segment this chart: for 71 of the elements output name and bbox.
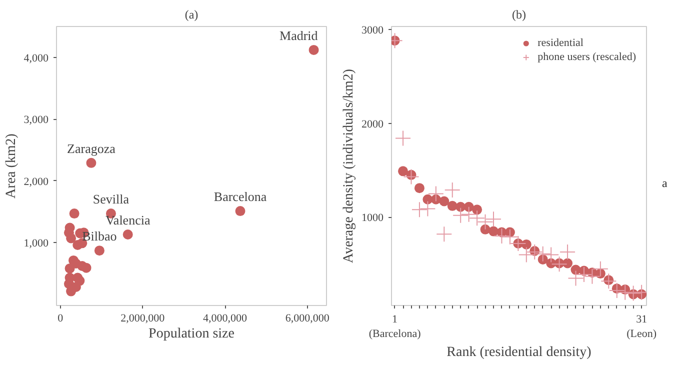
- y-tick-label: 1,000: [24, 238, 49, 250]
- y-tick-label: 2,000: [24, 176, 49, 188]
- y-tick-label: 1000: [362, 212, 384, 224]
- point: [576, 266, 592, 282]
- point: [398, 166, 408, 176]
- annotation: Zaragoza: [67, 140, 116, 156]
- x-tick-label: 31 (Leon): [626, 314, 657, 340]
- point: [66, 233, 76, 244]
- y-axis-title: Average density (individuals/km2): [342, 68, 356, 264]
- point: [551, 256, 568, 272]
- text: a: [662, 175, 668, 192]
- point: [447, 200, 458, 211]
- point: [403, 168, 420, 185]
- point: [560, 244, 576, 260]
- y-axis-title: Area (km2): [4, 133, 19, 198]
- point: [69, 208, 80, 219]
- point: [395, 130, 412, 146]
- point: [420, 200, 436, 217]
- legend-label: phone users (rescaled): [538, 51, 636, 63]
- point: [460, 206, 477, 222]
- point: [411, 202, 428, 218]
- y-tick-label: 2000: [362, 118, 384, 130]
- point: [122, 230, 133, 240]
- point: [568, 270, 584, 286]
- point: [625, 285, 642, 302]
- y-tick-label: 3000: [362, 24, 384, 36]
- point: [562, 258, 573, 268]
- point: [308, 44, 319, 55]
- point: [452, 207, 469, 224]
- point: [444, 182, 460, 198]
- point: [526, 244, 543, 260]
- point: [617, 284, 634, 300]
- y-tick-label: 4,000: [24, 52, 49, 64]
- chart-title: (b): [512, 8, 526, 22]
- point: [534, 246, 551, 262]
- annotation: Barcelona: [214, 189, 267, 204]
- point: [518, 246, 534, 263]
- point: [469, 210, 486, 226]
- x-tick-label: 6,000,000: [285, 312, 330, 324]
- y-tick-label: 3,000: [24, 114, 49, 126]
- point: [510, 236, 526, 252]
- point: [472, 204, 482, 215]
- point: [86, 158, 96, 168]
- point: [477, 214, 494, 230]
- x-axis-title: Population size: [148, 326, 234, 342]
- annotation: Sevilla: [92, 192, 130, 207]
- x-tick-label: 4,000,000: [203, 312, 248, 324]
- point: [608, 282, 625, 298]
- point: [543, 246, 560, 263]
- point: [600, 273, 617, 290]
- point: [521, 239, 532, 250]
- annotation: Madrid: [280, 28, 318, 43]
- point: [235, 206, 246, 216]
- point: [428, 186, 444, 202]
- x-tick-label: 0: [58, 312, 64, 324]
- point: [486, 211, 502, 228]
- annotation: Valencia: [105, 212, 150, 228]
- x-tick-label: 1 (Barcelona): [368, 314, 422, 340]
- point: [439, 196, 450, 206]
- chart-title: (a): [184, 8, 198, 22]
- point: [64, 263, 75, 274]
- point: [414, 183, 424, 194]
- annotation: Bilbao: [82, 228, 117, 244]
- point: [81, 262, 92, 273]
- x-axis-title: Rank (residential density): [446, 344, 592, 360]
- point: [436, 226, 452, 242]
- x-tick-label: 2,000,000: [120, 312, 166, 324]
- point: [502, 228, 518, 245]
- point: [94, 246, 104, 256]
- point: [494, 228, 510, 244]
- legend-label: residential: [538, 37, 584, 49]
